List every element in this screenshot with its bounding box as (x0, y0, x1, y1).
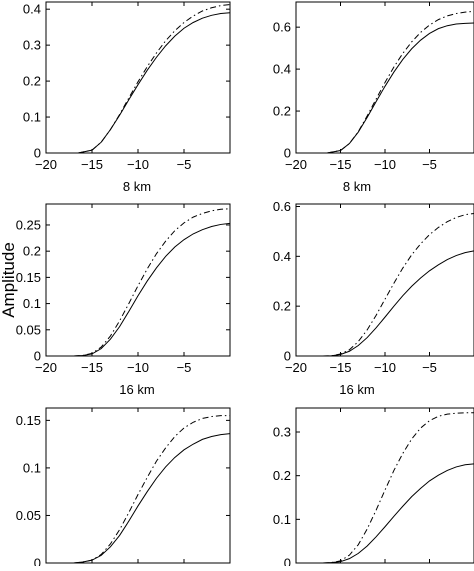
y-tick-label: 0.4 (273, 62, 291, 77)
y-tick-label: 0 (284, 349, 291, 364)
series-line-solid (322, 250, 474, 357)
x-tick-label: −10 (127, 157, 149, 172)
y-tick-label: 0.1 (23, 296, 41, 311)
x-tick-label: −5 (422, 360, 437, 375)
x-tick-label: −15 (329, 157, 351, 172)
x-tick-label: −15 (81, 157, 103, 172)
series-line-dash-dot (73, 415, 230, 564)
plot-area-frame (295, 1, 474, 154)
y-tick-label: 0.05 (16, 508, 41, 523)
y-tick-label: 0 (284, 146, 291, 161)
series-line-solid (322, 463, 474, 564)
series-line-dash-dot (322, 212, 474, 357)
chart-panel-bottom-left: 0 0.05 0.1 0.15 (16, 407, 231, 571)
y-tick-label: 0.3 (23, 38, 41, 53)
y-tick-label: 0.2 (273, 299, 291, 314)
chart-panel-top-left: −20 −15 −10 −5 0 0.1 0.2 0.3 0.4 8 km (23, 1, 231, 194)
y-tick-label: 0.2 (23, 244, 41, 259)
x-axis-label: 8 km (123, 179, 151, 194)
x-tick-label: −5 (177, 157, 192, 172)
series-line-dash-dot (322, 412, 474, 564)
x-tick-label: −15 (329, 360, 351, 375)
y-tick-label: 0 (34, 349, 41, 364)
x-tick-label: −15 (81, 360, 103, 375)
plot-area-frame (45, 407, 231, 564)
x-tick-label: −20 (285, 360, 307, 375)
series-line-solid (327, 22, 474, 154)
x-tick-label: −10 (374, 157, 396, 172)
x-tick-label: −20 (35, 360, 57, 375)
y-tick-label: 0.1 (273, 512, 291, 527)
y-tick-label: 0.15 (16, 270, 41, 285)
chart-panel-middle-right: −20 −15 −10 −5 0 0.2 0.4 0.6 16 km (273, 199, 474, 397)
x-tick-label: −20 (285, 157, 307, 172)
plot-area-frame (295, 203, 474, 357)
series-line-dash-dot (73, 208, 231, 357)
chart-panel-top-right: −20 −15 −10 −5 0 0.2 0.4 0.6 8 km (273, 1, 474, 194)
y-tick-label: 0.15 (16, 413, 41, 428)
y-tick-label: 0.4 (273, 249, 291, 264)
y-tick-label: 0.1 (23, 460, 41, 475)
plot-area-frame (45, 1, 231, 154)
y-tick-label: 0.2 (273, 104, 291, 119)
x-tick-label: −10 (374, 360, 396, 375)
y-tick-label: 0.25 (16, 217, 41, 232)
series-line-dash-dot (78, 4, 231, 154)
series-line-solid (78, 12, 231, 154)
y-axis-label: Amplitude (0, 242, 18, 318)
plot-area-frame (295, 407, 474, 564)
x-axis-label: 8 km (343, 179, 371, 194)
y-tick-label: 0 (34, 146, 41, 161)
y-tick-label: 0.3 (273, 425, 291, 440)
y-tick-label: 0 (284, 556, 291, 567)
y-tick-label: 0.4 (23, 2, 41, 17)
y-tick-label: 0 (34, 556, 41, 567)
y-tick-label: 0.6 (273, 20, 291, 35)
y-tick-label: 0.05 (16, 322, 41, 337)
x-tick-label: −5 (177, 360, 192, 375)
chart-panel-bottom-right: 0 0.1 0.2 0.3 (273, 407, 474, 571)
series-line-solid (73, 433, 231, 564)
x-tick-label: −5 (422, 157, 437, 172)
series-line-solid (73, 222, 231, 357)
y-tick-label: 0.6 (273, 199, 291, 214)
x-axis-label: 16 km (339, 382, 374, 397)
y-tick-label: 0.2 (23, 74, 41, 89)
x-tick-label: −20 (35, 157, 57, 172)
plot-area-frame (45, 203, 231, 357)
series-line-dash-dot (327, 10, 474, 154)
y-tick-label: 0.2 (273, 468, 291, 483)
x-tick-label: −10 (127, 360, 149, 375)
y-tick-label: 0.1 (23, 110, 41, 125)
x-axis-label: 16 km (119, 382, 154, 397)
chart-panel-middle-left: −20 −15 −10 −5 0 0.05 0.1 0.15 0.2 0.25 16 km (16, 203, 231, 397)
